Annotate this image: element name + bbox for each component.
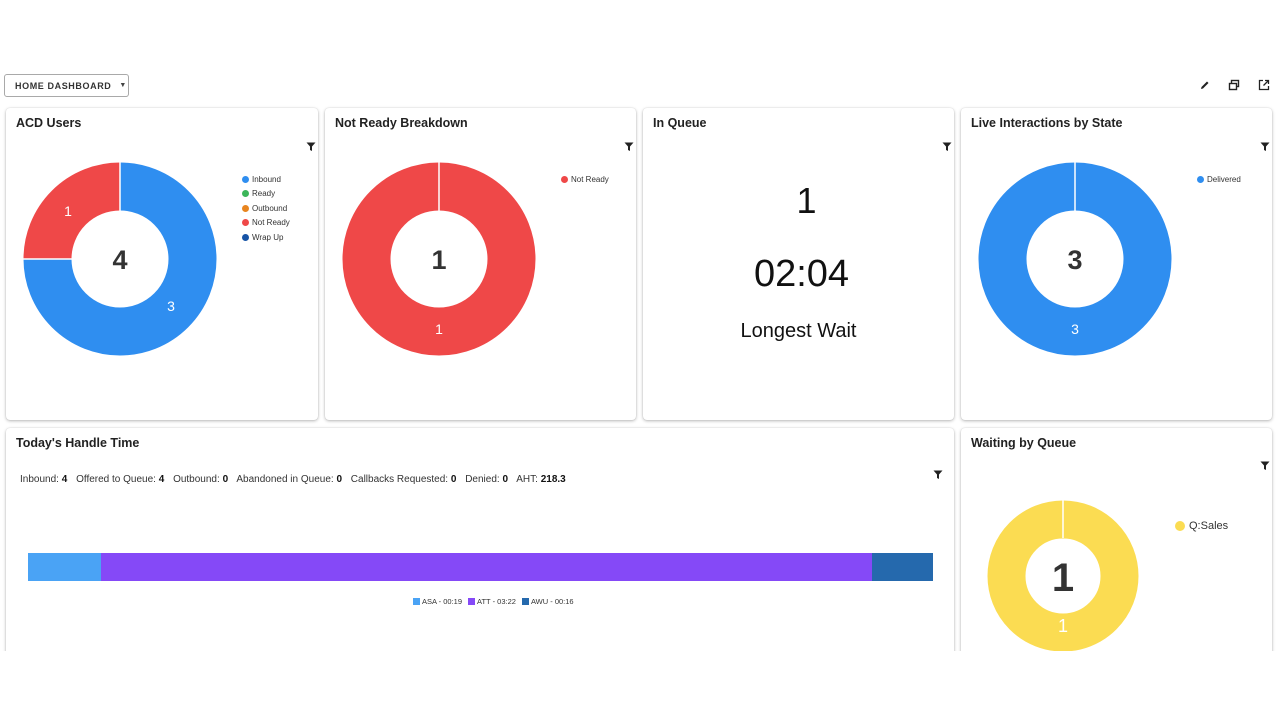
stat-value: 4 xyxy=(158,474,165,485)
edit-pencil-icon[interactable] xyxy=(1198,78,1212,92)
caret-down-icon: ▼ xyxy=(119,82,127,89)
legend-item-not-ready[interactable]: Not Ready xyxy=(242,216,290,231)
filter-icon[interactable] xyxy=(933,470,943,480)
legend-item-wrap-up[interactable]: Wrap Up xyxy=(242,230,290,245)
legend-label: Wrap Up xyxy=(252,232,284,242)
waiting-by-queue-card: Waiting by Queue 1 1 Q:Sales xyxy=(961,428,1272,651)
filter-icon[interactable] xyxy=(306,142,316,152)
legend-label: ATT - 03:22 xyxy=(477,597,516,606)
stat-value: 0 xyxy=(502,474,509,485)
stat-label: Abandoned in Queue: xyxy=(236,474,334,485)
stat-value: 4 xyxy=(61,474,68,485)
segment-value-not-ready: 1 xyxy=(435,321,443,337)
live-interactions-card: Live Interactions by State 3 3 Delivered xyxy=(961,108,1272,420)
donut-center-total: 1 xyxy=(1052,556,1074,600)
segment-value-inbound: 3 xyxy=(167,298,175,314)
card-title: Not Ready Breakdown xyxy=(335,116,468,130)
legend-label: Q:Sales xyxy=(1189,520,1229,533)
acd-users-card: ACD Users 4 3 1 Inbound Ready Outbound N… xyxy=(6,108,318,420)
legend-item-not-ready[interactable]: Not Ready xyxy=(561,172,609,187)
legend-item-ready[interactable]: Ready xyxy=(242,187,290,202)
stat-value: 218.3 xyxy=(540,474,566,485)
acd-users-donut: 4 3 1 xyxy=(23,162,217,356)
live-interactions-legend: Delivered xyxy=(1197,172,1241,187)
stat-label: Offered to Queue: xyxy=(76,474,156,485)
bar-segment-asa[interactable] xyxy=(28,553,101,581)
card-title: Waiting by Queue xyxy=(971,436,1077,450)
legend-item-outbound[interactable]: Outbound xyxy=(242,201,290,216)
stat-label: Inbound: xyxy=(20,474,59,485)
legend-item-delivered[interactable]: Delivered xyxy=(1197,172,1241,187)
card-title: Today's Handle Time xyxy=(16,436,140,450)
acd-users-legend: Inbound Ready Outbound Not Ready Wrap Up xyxy=(242,172,290,245)
live-interactions-donut: 3 3 xyxy=(978,162,1172,356)
legend-label: Outbound xyxy=(252,203,288,213)
longest-wait-time: 02:04 xyxy=(753,253,850,295)
legend-item-awu[interactable]: AWU - 00:16 xyxy=(521,597,574,606)
legend-item-inbound[interactable]: Inbound xyxy=(242,172,290,187)
waiting-by-queue-legend: Q:Sales xyxy=(1175,519,1228,534)
stat-label: Denied: xyxy=(465,474,500,485)
legend-label: Inbound xyxy=(252,174,281,184)
not-ready-legend: Not Ready xyxy=(561,172,609,187)
stat-value: 0 xyxy=(450,474,457,485)
bar-segment-awu[interactable] xyxy=(871,553,933,581)
stat-label: AHT: xyxy=(516,474,538,485)
legend-label: Ready xyxy=(252,189,276,199)
donut-center-total: 3 xyxy=(1067,245,1082,275)
segment-value-q-sales: 1 xyxy=(1058,616,1068,636)
longest-wait-caption: Longest Wait xyxy=(740,320,857,342)
legend-label: Not Ready xyxy=(571,174,609,184)
legend-item-q-sales[interactable]: Q:Sales xyxy=(1175,519,1228,534)
card-title: In Queue xyxy=(653,116,707,130)
in-queue-card: In Queue 1 02:04 Longest Wait xyxy=(643,108,954,420)
waiting-by-queue-donut: 1 1 xyxy=(987,500,1139,651)
stat-value: 0 xyxy=(336,474,343,485)
filter-icon[interactable] xyxy=(624,142,634,152)
filter-icon[interactable] xyxy=(1260,142,1270,152)
dashboard-grid: ACD Users 4 3 1 Inbound Ready Outbound N… xyxy=(0,102,1280,651)
legend-item-asa[interactable]: ASA - 00:19 xyxy=(413,597,462,606)
open-external-icon[interactable] xyxy=(1257,78,1271,92)
legend-label: ASA - 00:19 xyxy=(422,597,463,606)
handle-time-stacked-bar xyxy=(28,553,933,581)
handle-time-card: Today's Handle Time Inbound: 4 Offered t… xyxy=(6,428,954,651)
stat-label: Callbacks Requested: xyxy=(350,474,449,485)
in-queue-count: 1 xyxy=(796,180,817,221)
donut-center-total: 4 xyxy=(112,245,127,275)
handle-time-stats: Inbound: 4 Offered to Queue: 4 Outbound:… xyxy=(20,474,566,485)
dashboard-selector-label: HOME DASHBOARD xyxy=(15,80,112,91)
segment-value-delivered: 3 xyxy=(1071,321,1079,337)
filter-icon[interactable] xyxy=(1260,461,1270,471)
stat-label: Outbound: xyxy=(173,474,220,485)
stat-value: 0 xyxy=(222,474,229,485)
not-ready-breakdown-card: Not Ready Breakdown 1 1 Not Ready xyxy=(325,108,636,420)
bar-segment-att[interactable] xyxy=(100,553,872,581)
handle-time-legend: ASA - 00:19 ATT - 03:22 AWU - 00:16 xyxy=(413,597,580,606)
window-restore-icon[interactable] xyxy=(1227,78,1241,92)
card-title: Live Interactions by State xyxy=(971,116,1123,130)
legend-label: AWU - 00:16 xyxy=(530,597,574,606)
segment-value-not-ready: 1 xyxy=(64,203,72,219)
dashboard-toolbar: HOME DASHBOARD ▼ xyxy=(0,70,1280,102)
legend-label: Not Ready xyxy=(252,218,290,228)
legend-label: Delivered xyxy=(1207,174,1241,184)
legend-item-att[interactable]: ATT - 03:22 xyxy=(468,597,516,606)
dashboard-selector[interactable]: HOME DASHBOARD ▼ xyxy=(4,74,129,97)
card-title: ACD Users xyxy=(16,116,82,130)
donut-center-total: 1 xyxy=(431,245,446,275)
not-ready-donut: 1 1 xyxy=(342,162,536,356)
filter-icon[interactable] xyxy=(942,142,952,152)
